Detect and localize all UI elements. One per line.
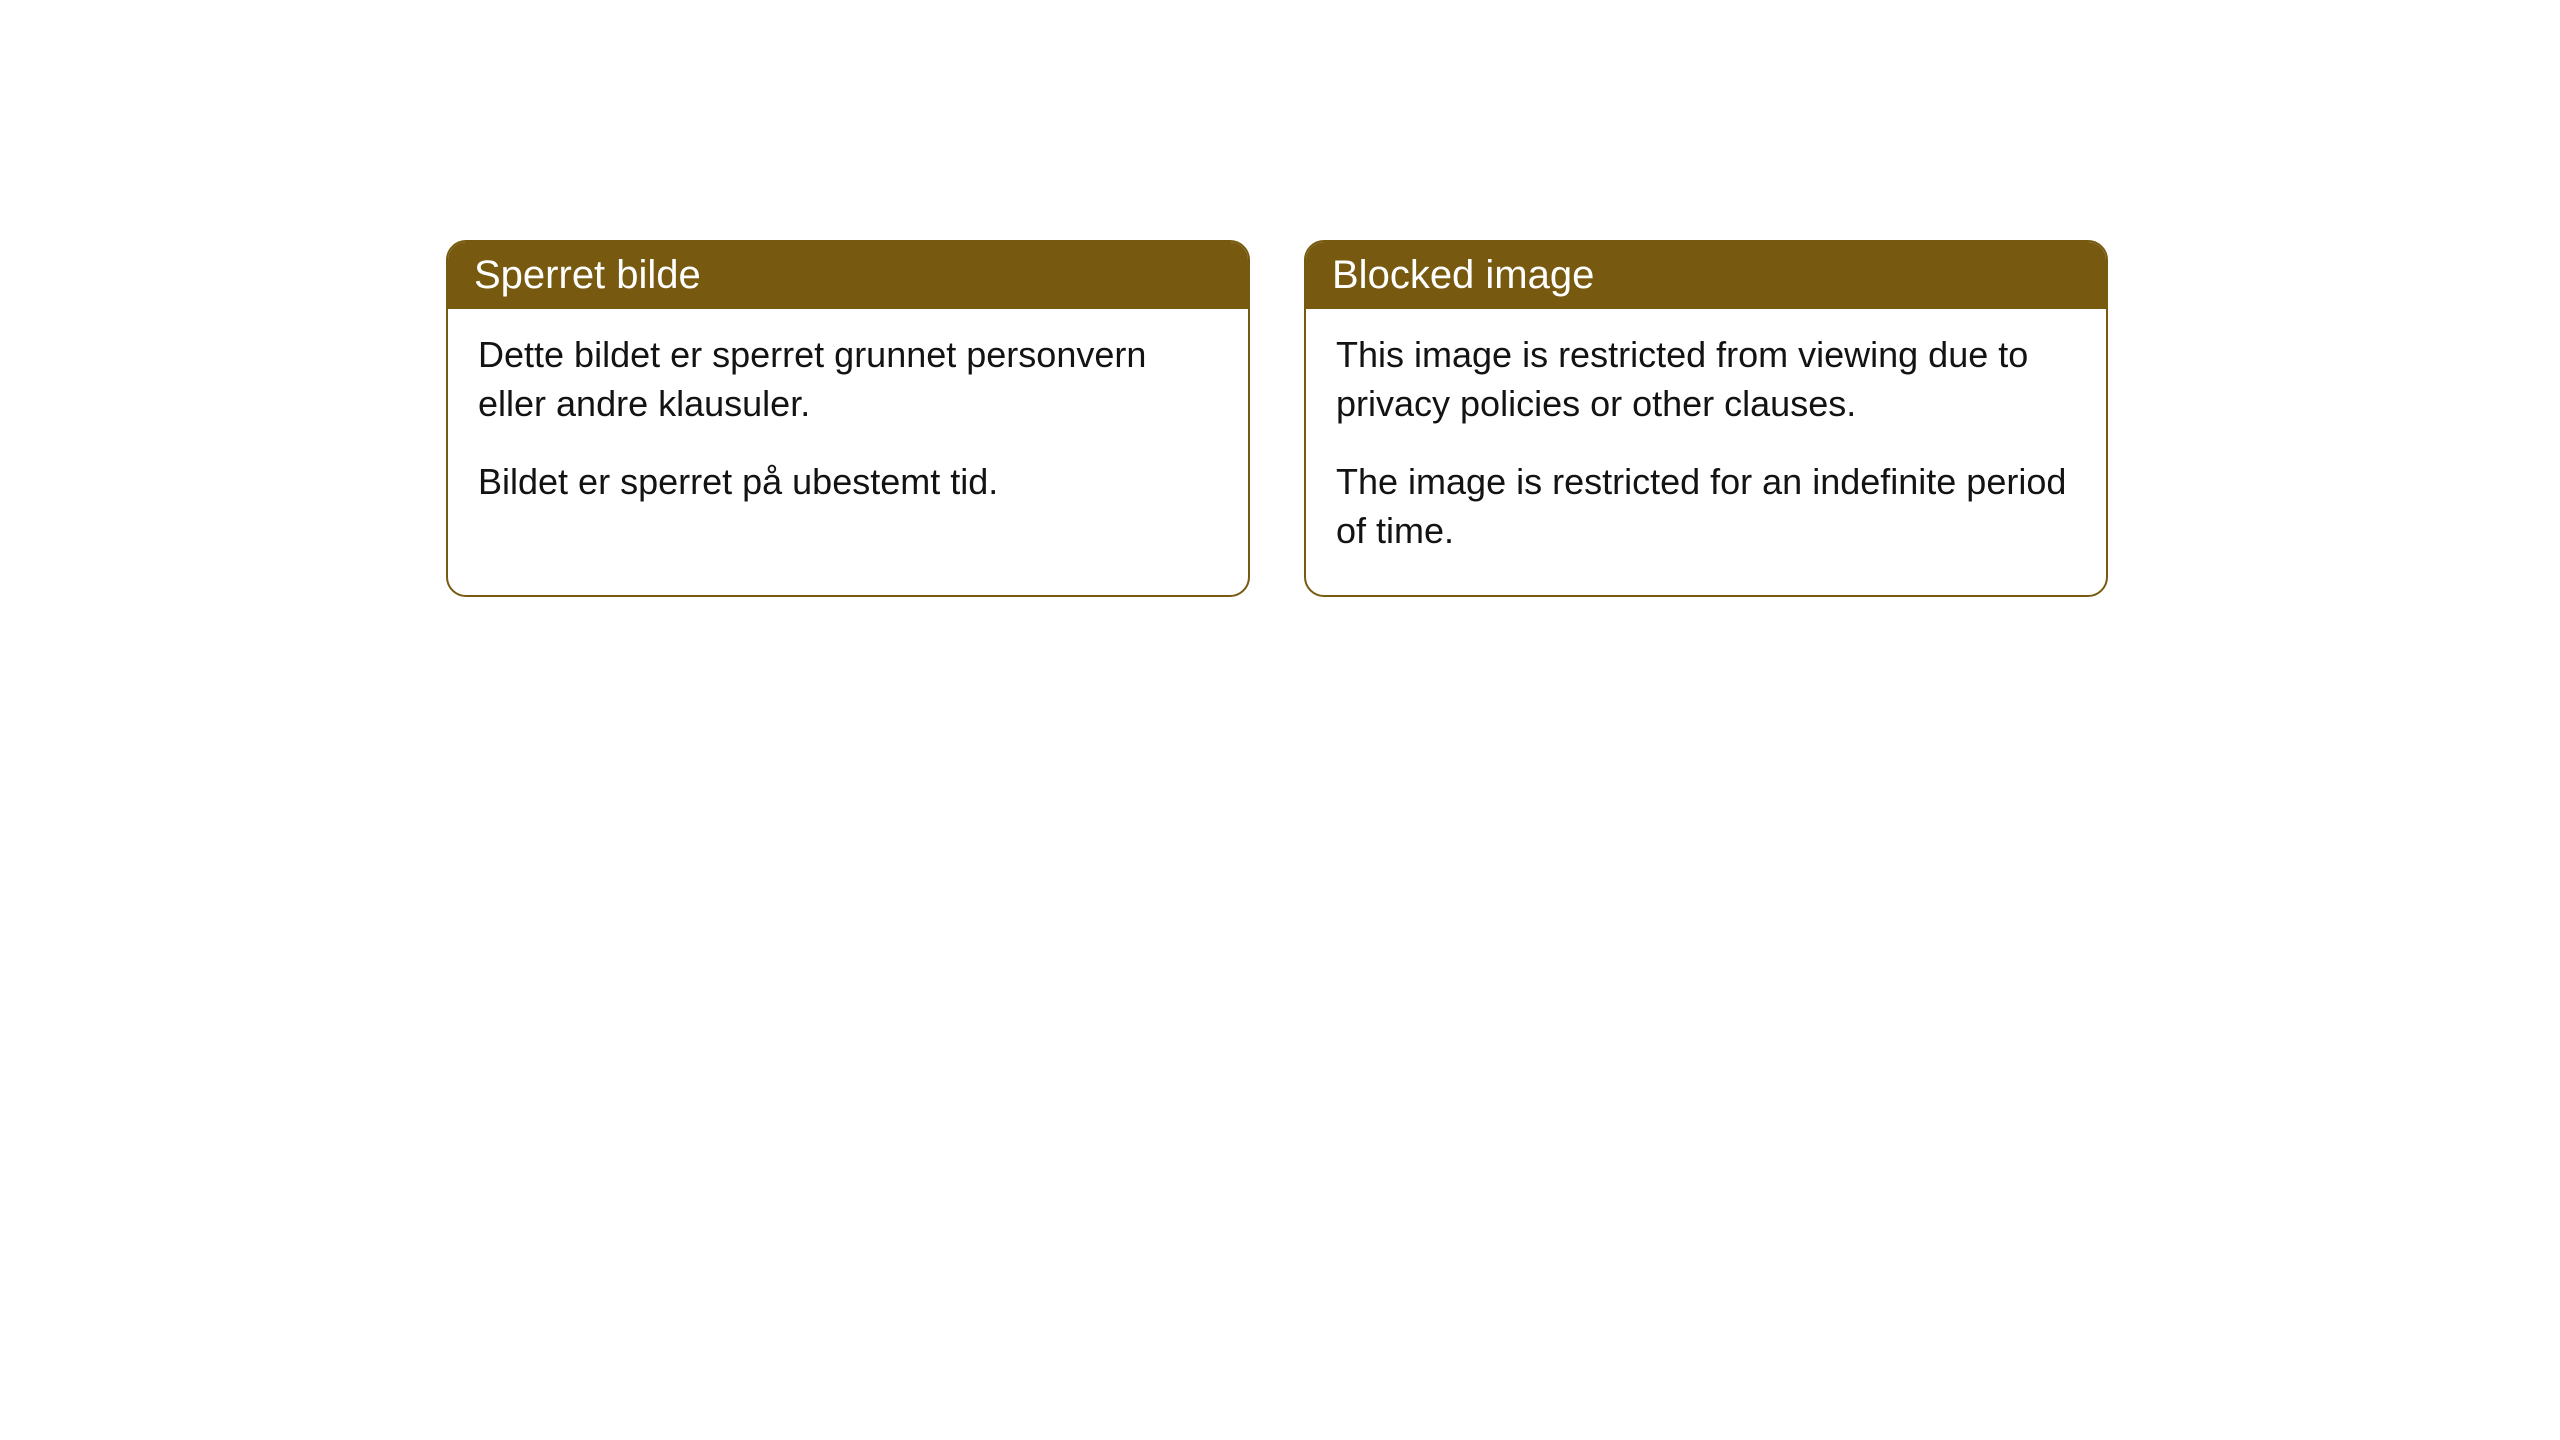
card-paragraph: Bildet er sperret på ubestemt tid. (478, 458, 1218, 507)
card-body: Dette bildet er sperret grunnet personve… (448, 309, 1248, 547)
card-paragraph: Dette bildet er sperret grunnet personve… (478, 331, 1218, 428)
card-paragraph: The image is restricted for an indefinit… (1336, 458, 2076, 555)
card-title: Sperret bilde (474, 253, 701, 297)
notice-card-norwegian: Sperret bilde Dette bildet er sperret gr… (446, 240, 1250, 597)
card-header: Blocked image (1306, 242, 2106, 309)
card-body: This image is restricted from viewing du… (1306, 309, 2106, 595)
notice-card-english: Blocked image This image is restricted f… (1304, 240, 2108, 597)
card-header: Sperret bilde (448, 242, 1248, 309)
card-title: Blocked image (1332, 253, 1594, 297)
card-paragraph: This image is restricted from viewing du… (1336, 331, 2076, 428)
notice-cards-container: Sperret bilde Dette bildet er sperret gr… (446, 240, 2108, 597)
